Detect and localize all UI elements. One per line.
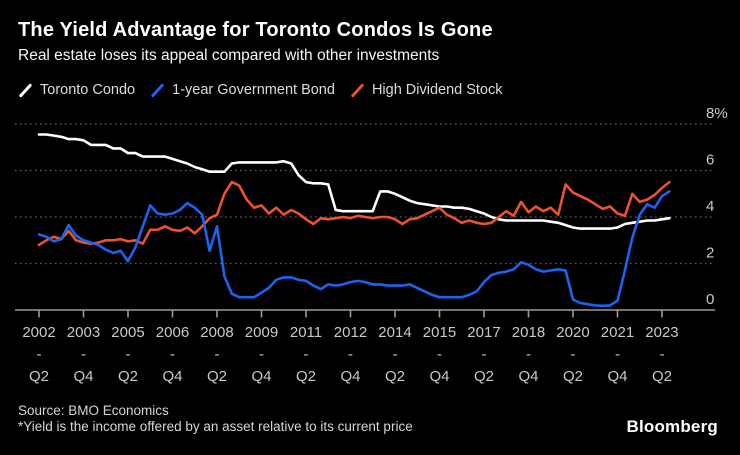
x-tick-label-dash: - bbox=[37, 346, 42, 363]
x-tick-label-dash: - bbox=[259, 346, 264, 363]
x-tick-label-year: 2014 bbox=[378, 324, 411, 341]
x-tick-label-year: 2006 bbox=[156, 324, 189, 341]
x-tick-label-quarter: Q2 bbox=[652, 368, 672, 385]
x-tick-label-year: 2020 bbox=[556, 324, 589, 341]
y-axis-tick-label: 4 bbox=[706, 198, 714, 215]
bloomberg-logo: Bloomberg bbox=[626, 417, 718, 436]
x-tick-label-year: 2023 bbox=[645, 324, 678, 341]
series-line-toronto-condo bbox=[37, 133, 671, 230]
legend-slash-icon bbox=[151, 83, 164, 97]
x-tick-label-dash: - bbox=[392, 346, 397, 363]
x-tick-label-quarter: Q4 bbox=[340, 368, 360, 385]
footnote-line: *Yield is the income offered by an asset… bbox=[18, 418, 413, 434]
x-tick-label-year: 2015 bbox=[423, 324, 456, 341]
legend-slash-icon bbox=[19, 83, 32, 97]
x-tick-label-quarter: Q2 bbox=[207, 368, 227, 385]
x-tick-label-year: 2021 bbox=[601, 324, 634, 341]
x-tick-label-quarter: Q4 bbox=[607, 368, 627, 385]
x-tick-label-dash: - bbox=[81, 346, 86, 363]
chart-subtitle: Real estate loses its appeal compared wi… bbox=[18, 47, 440, 64]
x-tick-label-year: 2012 bbox=[334, 324, 367, 341]
x-tick-label-dash: - bbox=[570, 346, 575, 363]
y-axis-tick-label: 8% bbox=[706, 105, 728, 122]
x-tick-label-quarter: Q4 bbox=[429, 368, 449, 385]
x-tick-label-dash: - bbox=[481, 346, 486, 363]
x-tick-label-year: 2003 bbox=[67, 324, 100, 341]
legend-item-government-bond: 1-year Government Bond bbox=[150, 82, 335, 98]
x-tick-label-dash: - bbox=[303, 346, 308, 363]
legend-item-high-dividend-stock: High Dividend Stock bbox=[350, 82, 503, 98]
x-tick-label-quarter: Q2 bbox=[29, 368, 49, 385]
x-tick-label-year: 2008 bbox=[200, 324, 233, 341]
series-line-1-year-government-bond bbox=[37, 190, 671, 308]
x-tick-label-dash: - bbox=[526, 346, 531, 363]
source-block: Source: BMO Economics *Yield is the inco… bbox=[18, 403, 413, 434]
x-tick-label-quarter: Q2 bbox=[385, 368, 405, 385]
x-tick-label-year: 2002 bbox=[22, 324, 55, 341]
x-tick-label-quarter: Q4 bbox=[73, 368, 93, 385]
x-tick-label-quarter: Q2 bbox=[563, 368, 583, 385]
x-tick-label-dash: - bbox=[659, 346, 664, 363]
x-tick-label-quarter: Q4 bbox=[251, 368, 271, 385]
x-tick-label-dash: - bbox=[214, 346, 219, 363]
x-tick-label-year: 2005 bbox=[111, 324, 144, 341]
legend-label: High Dividend Stock bbox=[371, 82, 503, 98]
x-tick-label-dash: - bbox=[348, 346, 353, 363]
x-tick-label-quarter: Q4 bbox=[162, 368, 182, 385]
legend-item-toronto-condo: Toronto Condo bbox=[18, 82, 135, 98]
y-axis-tick-label: 2 bbox=[706, 245, 714, 262]
series-line-high-dividend-stock bbox=[37, 180, 671, 247]
chart-legend: Toronto Condo 1-year Government Bond Hig… bbox=[18, 82, 503, 98]
x-tick-label-year: 2011 bbox=[290, 324, 322, 341]
y-axis-tick-label: 6 bbox=[706, 152, 714, 169]
x-tick-label-quarter: Q4 bbox=[518, 368, 538, 385]
legend-label: 1-year Government Bond bbox=[172, 82, 335, 98]
x-tick-label-dash: - bbox=[125, 346, 130, 363]
x-tick-label-quarter: Q2 bbox=[296, 368, 316, 385]
x-tick-label-year: 2009 bbox=[245, 324, 278, 341]
x-tick-label-quarter: Q2 bbox=[474, 368, 494, 385]
x-tick-label-year: 2017 bbox=[467, 324, 500, 341]
legend-label: Toronto Condo bbox=[40, 82, 136, 98]
x-tick-label-dash: - bbox=[170, 346, 175, 363]
legend-slash-icon bbox=[351, 83, 364, 97]
x-tick-label-dash: - bbox=[437, 346, 442, 363]
source-line: Source: BMO Economics bbox=[18, 403, 169, 418]
chart-title: The Yield Advantage for Toronto Condos I… bbox=[18, 19, 493, 41]
x-tick-label-quarter: Q2 bbox=[118, 368, 138, 385]
x-tick-label-year: 2018 bbox=[512, 324, 545, 341]
x-tick-label-dash: - bbox=[615, 346, 620, 363]
y-axis-tick-label: 0 bbox=[706, 291, 714, 308]
